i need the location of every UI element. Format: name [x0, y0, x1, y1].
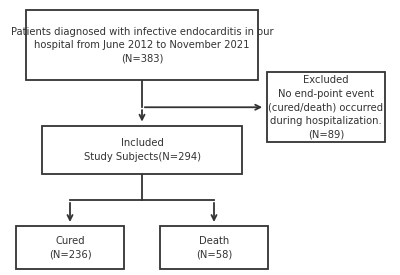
FancyBboxPatch shape — [16, 226, 124, 269]
Text: Patients diagnosed with infective endocarditis in our
hospital from June 2012 to: Patients diagnosed with infective endoca… — [11, 27, 273, 64]
FancyBboxPatch shape — [267, 72, 385, 142]
Text: Death
(N=58): Death (N=58) — [196, 236, 232, 259]
FancyBboxPatch shape — [160, 226, 268, 269]
FancyBboxPatch shape — [26, 10, 258, 80]
Text: Excluded
No end-point event
(cured/death) occurred
during hospitalization.
(N=89: Excluded No end-point event (cured/death… — [268, 75, 384, 139]
Text: Cured
(N=236): Cured (N=236) — [49, 236, 91, 259]
FancyBboxPatch shape — [42, 126, 242, 174]
Text: Included
Study Subjects(N=294): Included Study Subjects(N=294) — [84, 138, 200, 162]
